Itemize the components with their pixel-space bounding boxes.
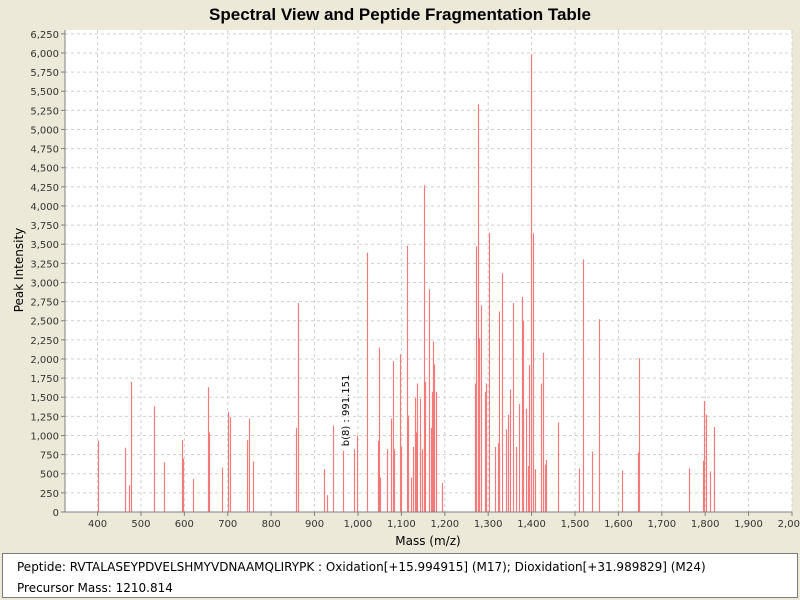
- x-tick-label: 500: [131, 519, 150, 530]
- y-tick-label: 2,000: [30, 355, 59, 366]
- spectrum-chart: 0 250 500 750 1,000 1,250 1,500 1,750 2,000 2,250…: [12, 5, 800, 548]
- y-tick-label: 2,750: [30, 298, 59, 309]
- x-tick-label: 1,400: [517, 519, 546, 530]
- x-tick-label: 1,300: [474, 519, 503, 530]
- x-tick-label: 1,200: [430, 519, 459, 530]
- y-tick-label: 3,250: [30, 259, 59, 270]
- y-axis-label: Peak Intensity: [12, 228, 26, 313]
- y-tick-label: 1,500: [30, 393, 59, 404]
- y-tick-label: 1,250: [30, 412, 59, 423]
- y-tick-label: 500: [40, 470, 59, 481]
- y-tick-label: 6,000: [30, 49, 59, 60]
- x-tick-label: 1,100: [387, 519, 416, 530]
- precursor-value: 1210.814: [115, 581, 173, 595]
- y-tick-label: 2,250: [30, 336, 59, 347]
- y-tick-label: 4,000: [30, 202, 59, 213]
- x-tick-label: 1,000: [344, 519, 373, 530]
- x-tick-label: 700: [218, 519, 237, 530]
- y-tick-label: 3,000: [30, 278, 59, 289]
- x-axis-label: Mass (m/z): [395, 534, 460, 548]
- y-tick-label: 3,750: [30, 221, 59, 232]
- y-tick-label: 250: [40, 489, 59, 500]
- y-tick-label: 5,750: [30, 68, 59, 79]
- x-tick-label: 1,700: [647, 519, 676, 530]
- y-tick-label: 2,500: [30, 317, 59, 328]
- y-tick-label: 4,250: [30, 183, 59, 194]
- peak-annotation: b(8) : 991.151: [341, 375, 352, 447]
- peptide-line: Peptide: RVTALASEYPDVELSHMYVDNAAMQLIRYPK…: [17, 560, 706, 574]
- x-tick-label: 1,900: [734, 519, 763, 530]
- y-tick-label: 4,500: [30, 164, 59, 175]
- y-tick-label: 3,500: [30, 240, 59, 251]
- precursor-label: Precursor Mass:: [17, 581, 112, 595]
- precursor-line: Precursor Mass: 1210.814: [17, 581, 173, 595]
- peak-annotations: b(8) : 991.151: [341, 375, 352, 447]
- x-tick-label: 400: [88, 519, 107, 530]
- x-tick-label: 1,600: [604, 519, 633, 530]
- y-tick-label: 4,750: [30, 145, 59, 156]
- y-tick-label: 1,750: [30, 374, 59, 385]
- peptide-value: RVTALASEYPDVELSHMYVDNAAMQLIRYPK : Oxidat…: [69, 560, 706, 574]
- y-tick-label: 5,000: [30, 125, 59, 136]
- peptide-label: Peptide:: [17, 560, 66, 574]
- y-tick-label: 1,000: [30, 431, 59, 442]
- chart-title: Spectral View and Peptide Fragmentation …: [209, 5, 591, 24]
- peptide-info-panel: Peptide: RVTALASEYPDVELSHMYVDNAAMQLIRYPK…: [2, 553, 798, 598]
- x-tick-label: 600: [175, 519, 194, 530]
- axes: 0 250 500 750 1,000 1,250 1,500 1,750 2,000 2,250…: [30, 30, 800, 530]
- peak-series: [97, 54, 716, 512]
- y-tick-label: 0: [53, 508, 59, 519]
- plot-area: [65, 30, 792, 512]
- y-tick-label: 5,250: [30, 106, 59, 117]
- y-tick-label: 5,500: [30, 87, 59, 98]
- x-tick-label: 2,000: [778, 519, 800, 530]
- y-tick-label: 750: [40, 451, 59, 462]
- x-tick-label: 1,800: [691, 519, 720, 530]
- x-tick-label: 800: [262, 519, 281, 530]
- x-tick-label: 1,500: [561, 519, 590, 530]
- y-tick-label: 6,250: [30, 30, 59, 41]
- grid-lines: [65, 30, 793, 513]
- x-tick-label: 900: [305, 519, 324, 530]
